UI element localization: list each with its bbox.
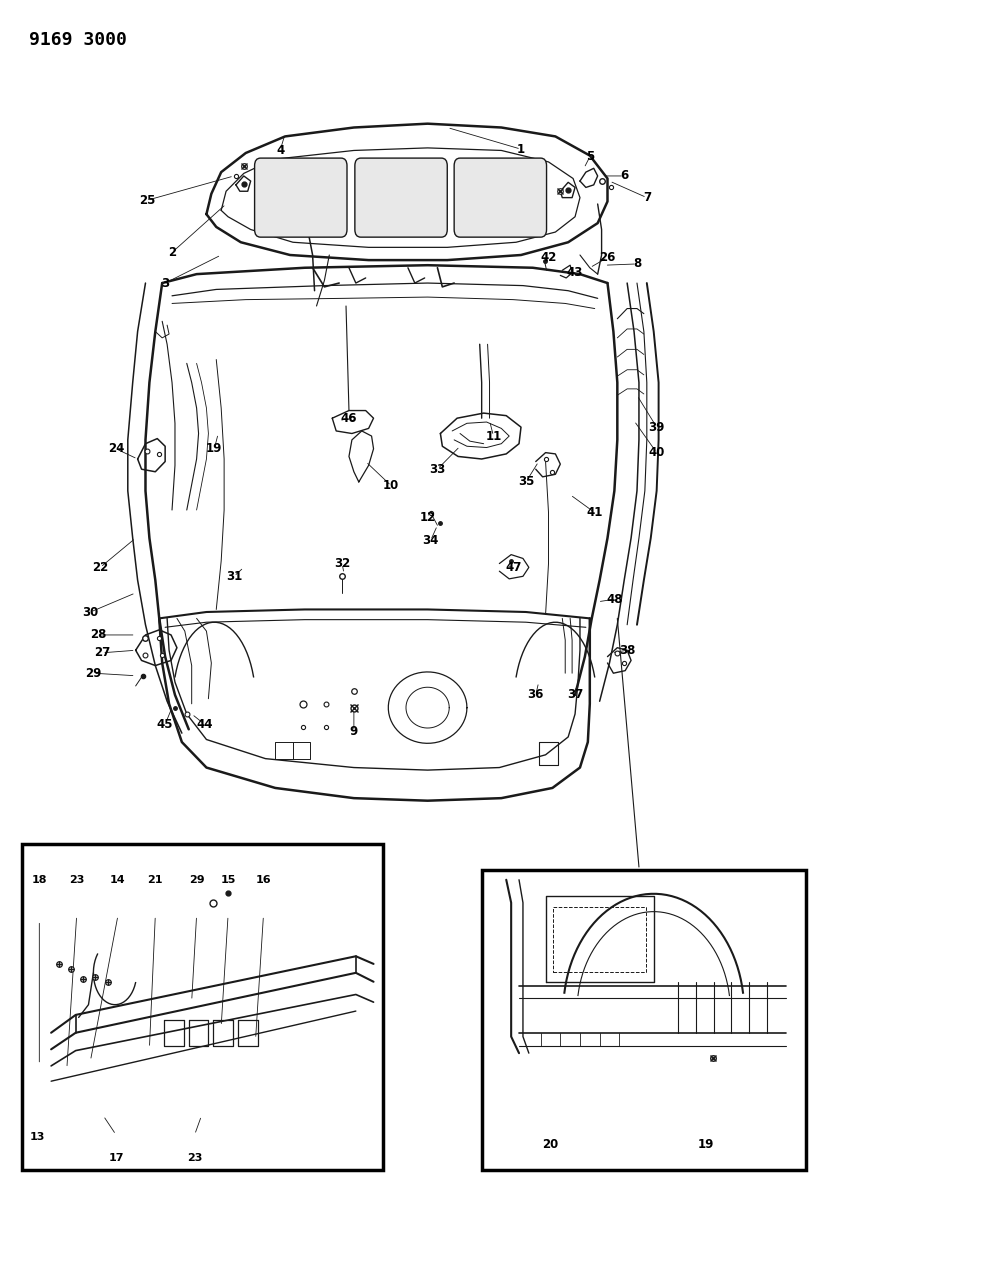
Bar bbox=[22, 844, 383, 1170]
Text: 30: 30 bbox=[83, 606, 98, 618]
Text: 22: 22 bbox=[92, 561, 108, 574]
Text: 11: 11 bbox=[486, 430, 501, 442]
Text: 2: 2 bbox=[168, 246, 176, 259]
Text: 1: 1 bbox=[517, 143, 525, 156]
Text: 42: 42 bbox=[541, 251, 556, 264]
Text: 39: 39 bbox=[649, 421, 665, 434]
Text: 28: 28 bbox=[90, 629, 106, 641]
Text: 17: 17 bbox=[108, 1153, 124, 1163]
Text: 8: 8 bbox=[633, 258, 641, 270]
Text: 29: 29 bbox=[86, 667, 101, 680]
Text: 16: 16 bbox=[256, 875, 271, 885]
Text: 10: 10 bbox=[383, 479, 399, 492]
Text: 25: 25 bbox=[140, 194, 155, 207]
Text: 43: 43 bbox=[567, 266, 583, 279]
Text: 46: 46 bbox=[341, 412, 357, 425]
Text: 20: 20 bbox=[543, 1139, 558, 1151]
Text: 14: 14 bbox=[110, 875, 126, 885]
Text: 12: 12 bbox=[420, 511, 435, 524]
Text: 23: 23 bbox=[187, 1153, 202, 1163]
Text: 18: 18 bbox=[31, 875, 47, 885]
Text: 6: 6 bbox=[620, 170, 628, 182]
Text: 35: 35 bbox=[518, 476, 534, 488]
FancyBboxPatch shape bbox=[255, 158, 347, 237]
Text: 44: 44 bbox=[197, 718, 212, 731]
Text: 15: 15 bbox=[220, 875, 236, 885]
Bar bbox=[553, 907, 646, 972]
Text: 45: 45 bbox=[157, 718, 173, 731]
Text: 24: 24 bbox=[108, 442, 124, 455]
Text: 9: 9 bbox=[350, 725, 358, 738]
Text: 9169 3000: 9169 3000 bbox=[29, 31, 128, 48]
Text: 34: 34 bbox=[423, 534, 438, 547]
Text: 23: 23 bbox=[69, 875, 85, 885]
Text: 37: 37 bbox=[567, 688, 583, 701]
Text: 19: 19 bbox=[206, 442, 222, 455]
Text: 36: 36 bbox=[528, 688, 544, 701]
Text: 3: 3 bbox=[161, 277, 169, 289]
Text: 27: 27 bbox=[94, 646, 110, 659]
Text: 48: 48 bbox=[607, 593, 622, 606]
Text: 31: 31 bbox=[226, 570, 242, 583]
Text: 33: 33 bbox=[430, 463, 445, 476]
FancyBboxPatch shape bbox=[355, 158, 447, 237]
Bar bbox=[482, 870, 806, 1170]
Text: 7: 7 bbox=[643, 191, 651, 204]
Text: 5: 5 bbox=[586, 150, 594, 163]
Text: 19: 19 bbox=[698, 1139, 714, 1151]
Text: 4: 4 bbox=[276, 144, 284, 157]
Text: 29: 29 bbox=[189, 875, 204, 885]
Text: 40: 40 bbox=[649, 446, 665, 459]
Text: 13: 13 bbox=[29, 1132, 45, 1142]
Text: 38: 38 bbox=[619, 644, 635, 657]
Text: 32: 32 bbox=[334, 557, 350, 570]
Text: 47: 47 bbox=[505, 561, 521, 574]
Text: 26: 26 bbox=[600, 251, 615, 264]
Text: 21: 21 bbox=[147, 875, 163, 885]
FancyBboxPatch shape bbox=[454, 158, 547, 237]
Text: 41: 41 bbox=[587, 506, 603, 519]
